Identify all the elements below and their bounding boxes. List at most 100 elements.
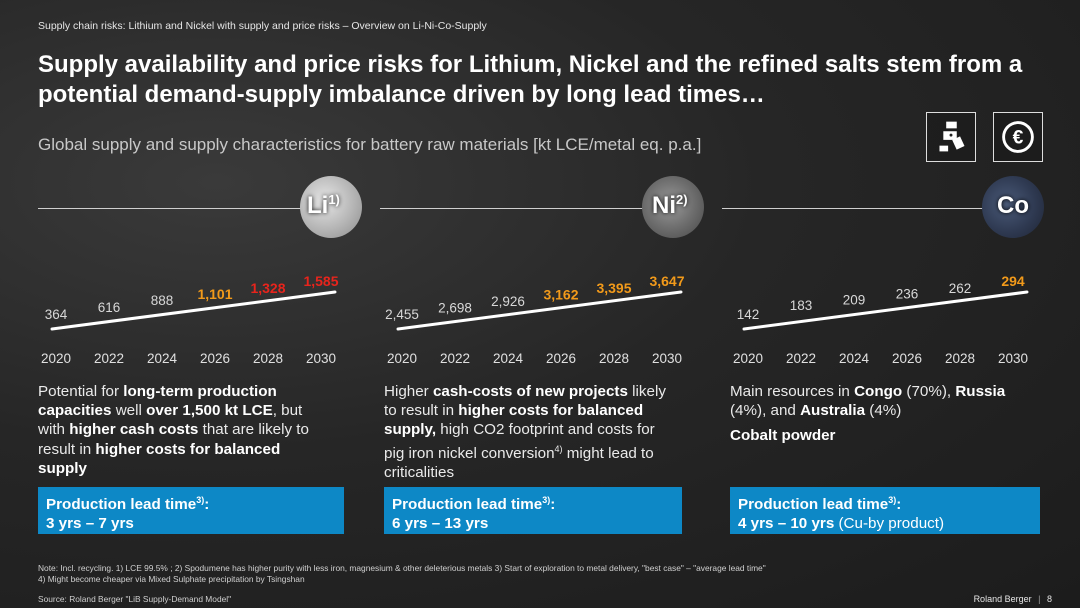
lithium-chart: 364 2020 616 2022 888 2024 1,101 2026 1,328 2028 1… — [41, 273, 339, 366]
description-line: (4%), and Australia (4%) — [730, 401, 1040, 420]
cobalt-label: Co — [997, 192, 1029, 219]
x-tick-label: 2022 — [94, 351, 124, 366]
data-label: 142 — [737, 307, 760, 322]
description-text: Cobalt powder — [730, 427, 836, 445]
source-note: Source: Roland Berger "LiB Supply-Demand… — [38, 594, 232, 604]
description-text: criticalities — [384, 463, 455, 481]
description-text: Higher — [384, 383, 433, 400]
data-label: 888 — [151, 293, 174, 308]
brand-name: Roland Berger — [973, 594, 1032, 604]
x-tick-label: 2022 — [440, 351, 470, 366]
trend-line — [396, 290, 683, 331]
description-text: cash-costs of new projects — [432, 383, 628, 400]
nickel-chart: 2,455 2020 2,698 2022 2,926 2024 3,162 2026 3,39… — [385, 273, 685, 366]
data-label: 236 — [896, 287, 919, 302]
x-tick-label: 2024 — [493, 351, 524, 366]
description-line: capacities well over 1,500 kt LCE, but — [38, 401, 348, 420]
description-line: Cobalt powder — [730, 426, 1040, 445]
data-label: 294 — [1001, 273, 1025, 289]
description-text: higher costs for balanced — [458, 402, 644, 420]
description-text: Potential for — [38, 383, 124, 400]
description-text: high CO2 footprint and costs for — [436, 421, 655, 439]
data-label: 1,585 — [303, 273, 338, 289]
description-line: Main resources in Congo (70%), Russia — [730, 382, 1040, 401]
description-line: result in higher costs for balanced — [38, 440, 348, 459]
nickel-header-line — [380, 208, 652, 209]
euro-price-icon: € — [993, 112, 1043, 162]
description-text: higher costs for balanced — [95, 440, 281, 458]
description-text: Congo — [854, 383, 903, 400]
description-text: likely — [627, 383, 666, 400]
x-tick-label: 2028 — [945, 351, 975, 366]
nickel-column: Ni2) 2,455 2020 2,698 2022 2,926 2024 3,162 202… — [380, 176, 704, 546]
lithium-column: Li1) 364 2020 616 2022 888 2024 1,101 2026 1,328… — [38, 176, 362, 546]
footnote-line-2: 4) Might become cheaper via Mixed Sulpha… — [38, 573, 305, 584]
description-text: might lead to — [562, 444, 654, 462]
x-tick-label: 2020 — [41, 351, 71, 366]
description-text: Russia — [955, 383, 1006, 400]
description-line: criticalities — [384, 463, 694, 482]
cobalt-description: Main resources in Congo (70%), Russia (4%… — [730, 382, 1040, 446]
data-label: 262 — [949, 281, 972, 296]
data-label: 3,162 — [543, 286, 578, 302]
x-tick-label: 2026 — [200, 351, 230, 366]
description-line: Potential for long-term production — [38, 382, 348, 401]
trend-line — [742, 290, 1029, 331]
x-tick-label: 2028 — [599, 351, 629, 366]
description-text: supply, — [384, 421, 437, 439]
description-text: (70%), — [902, 383, 956, 400]
description-text: with — [38, 421, 70, 439]
description-line: Higher cash-costs of new projects likely — [384, 382, 694, 401]
x-tick-label: 2024 — [147, 351, 178, 366]
data-label: 364 — [45, 307, 68, 322]
data-label: 183 — [790, 298, 813, 313]
lithium-header-line — [38, 208, 304, 209]
supply-chain-icon — [926, 112, 976, 162]
page-number: 8 — [1046, 594, 1052, 604]
description-text: result in — [38, 440, 96, 458]
data-label: 2,455 — [385, 307, 419, 322]
description-text: supply — [38, 459, 87, 477]
description-text: capacities — [38, 402, 112, 420]
description-text: pig iron nickel conversion — [384, 444, 555, 462]
description-text: well — [111, 402, 147, 420]
brand-separator: | — [1038, 594, 1041, 604]
footer-brand: Roland Berger | 8 — [974, 594, 1052, 604]
cobalt-lead-time: Production lead time3): 4 yrs – 10 yrs (… — [730, 487, 1040, 534]
data-label: 2,926 — [491, 294, 525, 309]
description-text: (4%) — [865, 402, 902, 420]
description-line: with higher cash costs that are likely t… — [38, 420, 348, 439]
description-text: Australia — [800, 402, 866, 420]
description-line: supply, high CO2 footprint and costs for — [384, 420, 694, 439]
trend-line — [50, 290, 337, 331]
data-label: 2,698 — [438, 300, 472, 315]
description-line: pig iron nickel conversion4) might lead … — [384, 440, 694, 463]
description-text: , but — [272, 402, 303, 420]
x-tick-label: 2022 — [786, 351, 816, 366]
description-text: long-term production — [123, 383, 277, 400]
description-text: that are likely to — [198, 421, 309, 439]
x-tick-label: 2020 — [387, 351, 417, 366]
x-tick-label: 2026 — [892, 351, 922, 366]
x-tick-label: 2028 — [253, 351, 283, 366]
nickel-label: Ni2) — [652, 192, 688, 219]
footnote: Note: Incl. recycling. 1) LCE 99.5% ; 2)… — [38, 563, 1038, 584]
description-line: supply — [38, 459, 348, 478]
lithium-image — [300, 176, 362, 238]
x-tick-label: 2030 — [998, 351, 1028, 366]
cobalt-header-line — [722, 208, 988, 209]
description-line: to result in higher costs for balanced — [384, 401, 694, 420]
nickel-lead-time: Production lead time3): 6 yrs – 13 yrs — [384, 487, 682, 534]
footnote-line-1: Note: Incl. recycling. 1) LCE 99.5% ; 2)… — [38, 563, 766, 573]
cobalt-column: Co 142 2020 183 2022 209 2024 236 2026 262 2028 29… — [722, 176, 1050, 546]
breadcrumb: Supply chain risks: Lithium and Nickel w… — [38, 20, 487, 32]
description-text: higher cash costs — [69, 421, 199, 439]
data-label: 3,395 — [596, 280, 631, 296]
nickel-image — [642, 176, 704, 238]
data-label: 616 — [98, 300, 121, 315]
lithium-lead-time: Production lead time3): 3 yrs – 7 yrs — [38, 487, 344, 534]
description-text: to result in — [384, 402, 459, 420]
x-tick-label: 2020 — [733, 351, 763, 366]
data-label: 3,647 — [649, 273, 684, 289]
cobalt-chart: 142 2020 183 2022 209 2024 236 2026 262 2028 294 20… — [733, 273, 1029, 366]
